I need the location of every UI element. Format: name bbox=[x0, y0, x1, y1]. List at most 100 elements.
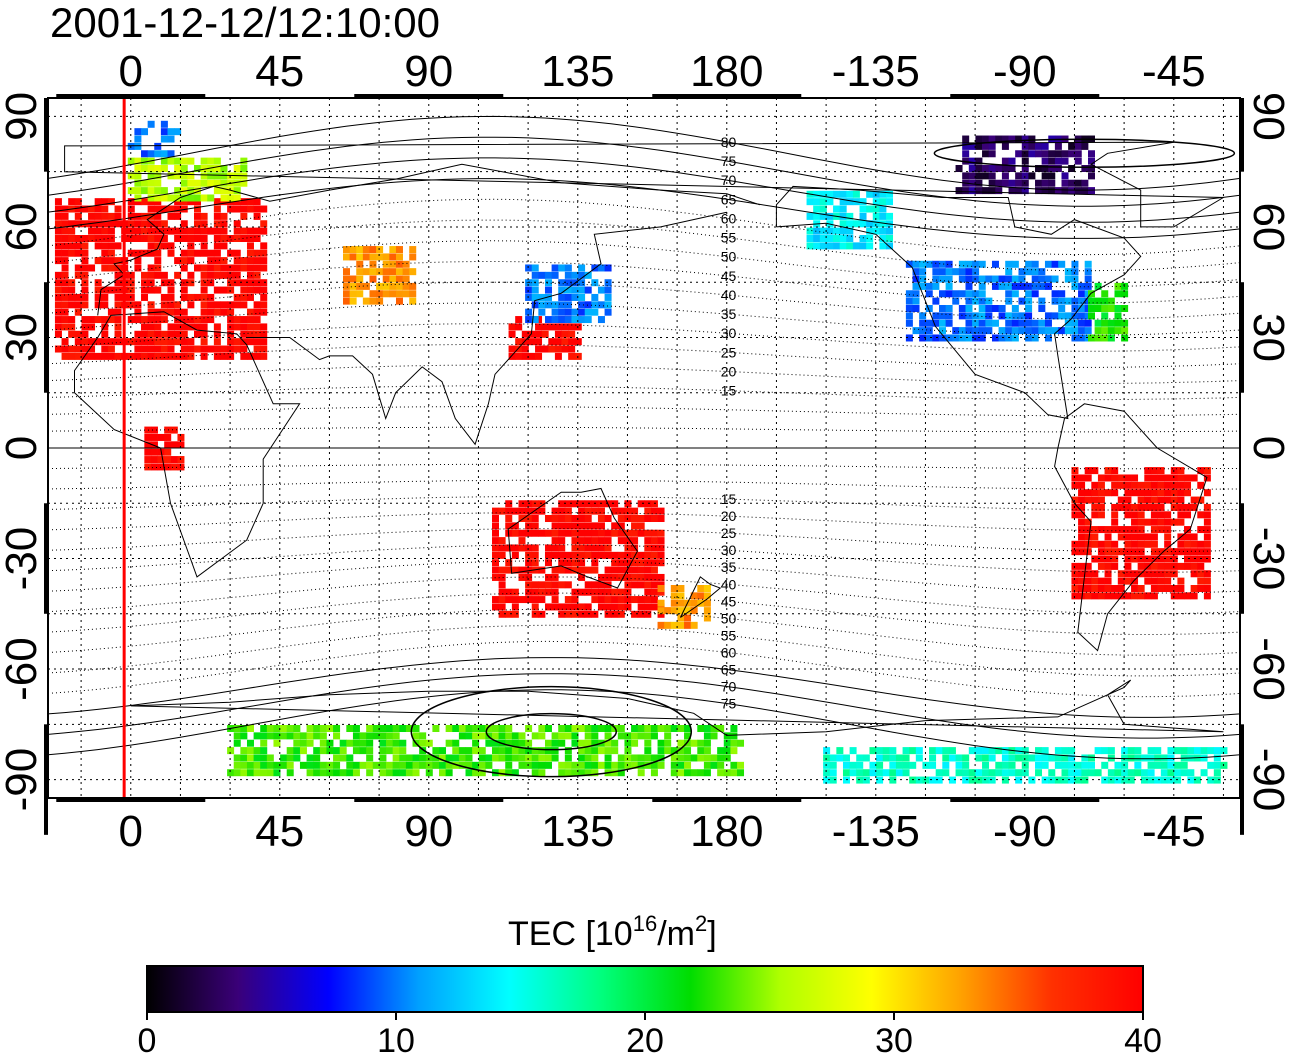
tec-cell bbox=[823, 769, 831, 777]
tec-cell bbox=[260, 257, 268, 265]
tec-cell bbox=[544, 761, 552, 769]
tec-cell bbox=[369, 246, 377, 254]
tec-cell bbox=[207, 172, 215, 180]
tec-cell bbox=[998, 282, 1006, 290]
tec-cell bbox=[518, 537, 526, 545]
tec-cell bbox=[1164, 533, 1172, 541]
tec-cell bbox=[544, 588, 552, 596]
tec-cell bbox=[650, 551, 658, 559]
tec-cell bbox=[624, 754, 632, 762]
tec-cell bbox=[114, 293, 122, 301]
tec-cell bbox=[644, 515, 652, 522]
tec-cell bbox=[1140, 754, 1148, 762]
tec-cell bbox=[505, 761, 513, 769]
tec-cell bbox=[617, 588, 625, 596]
tec-cell bbox=[564, 271, 572, 279]
tec-cell bbox=[962, 142, 970, 150]
tec-cell bbox=[564, 754, 572, 762]
tec-cell bbox=[912, 282, 920, 290]
tec-cell bbox=[819, 227, 827, 235]
tec-cell bbox=[369, 268, 377, 276]
tec-cell bbox=[889, 769, 897, 777]
tec-cell bbox=[1203, 533, 1211, 541]
tec-cell bbox=[1124, 555, 1132, 563]
tec-cell bbox=[644, 507, 652, 515]
tec-cell bbox=[220, 242, 228, 250]
tec-cell bbox=[280, 725, 288, 732]
tec-cell bbox=[1104, 570, 1112, 578]
tec-cell bbox=[1184, 503, 1192, 511]
tec-cell bbox=[988, 150, 996, 158]
tec-cell bbox=[1203, 592, 1211, 600]
tec-cell bbox=[541, 345, 549, 353]
tec-cell bbox=[723, 769, 731, 777]
tec-cell bbox=[995, 761, 1003, 769]
tec-cell bbox=[1137, 585, 1145, 592]
tec-cell bbox=[644, 551, 652, 559]
tec-cell bbox=[710, 754, 718, 762]
tec-cell bbox=[379, 769, 387, 777]
tec-cell bbox=[584, 551, 592, 559]
tec-cell bbox=[1041, 747, 1049, 755]
tec-cell bbox=[684, 607, 692, 615]
tec-cell bbox=[1018, 319, 1026, 327]
tec-cell bbox=[61, 352, 69, 360]
tec-cell bbox=[1164, 555, 1172, 563]
tec-cell bbox=[1137, 562, 1145, 570]
colorbar-tick-label: 0 bbox=[138, 1022, 157, 1057]
tec-cell bbox=[631, 566, 639, 574]
tec-cell bbox=[154, 194, 162, 202]
tec-cell bbox=[213, 165, 221, 172]
tec-cell bbox=[1124, 474, 1132, 482]
tec-cell bbox=[657, 739, 665, 747]
tec-cell bbox=[253, 345, 261, 353]
tec-cell bbox=[134, 257, 142, 265]
tec-cell bbox=[200, 271, 208, 279]
tec-cell bbox=[806, 198, 814, 206]
tec-cell bbox=[1071, 268, 1079, 276]
tec-cell bbox=[1081, 179, 1089, 187]
tec-cell bbox=[187, 179, 195, 187]
tec-cell bbox=[925, 290, 933, 298]
tec-cell bbox=[637, 529, 645, 537]
tec-cell bbox=[114, 352, 122, 360]
tec-cell bbox=[650, 537, 658, 545]
tec-cell bbox=[54, 227, 62, 235]
tec-cell bbox=[528, 330, 536, 338]
tec-cell bbox=[829, 754, 837, 762]
tec-cell bbox=[187, 345, 195, 353]
tec-cell bbox=[505, 588, 513, 596]
tec-cell bbox=[819, 190, 827, 198]
tec-cell bbox=[531, 769, 539, 777]
tec-cell bbox=[1015, 135, 1023, 143]
tec-cell bbox=[1114, 305, 1122, 312]
tec-cell bbox=[101, 323, 109, 331]
mag-contour bbox=[48, 512, 1240, 532]
tec-cell bbox=[253, 279, 261, 287]
tec-cell bbox=[1025, 297, 1033, 305]
tec-cell bbox=[1124, 577, 1132, 585]
tec-cell bbox=[147, 242, 155, 250]
tec-cell bbox=[578, 551, 586, 559]
tec-cell bbox=[81, 271, 89, 279]
tec-cell bbox=[200, 172, 208, 180]
tec-cell bbox=[515, 345, 523, 353]
tec-cell bbox=[932, 297, 940, 305]
tec-cell bbox=[505, 725, 513, 732]
tec-cell bbox=[194, 227, 201, 235]
tec-cell bbox=[670, 585, 678, 592]
tec-cell bbox=[346, 769, 354, 777]
tec-cell bbox=[544, 529, 552, 537]
tec-cell bbox=[684, 747, 692, 755]
tec-cell bbox=[578, 566, 586, 574]
tec-cell bbox=[568, 345, 576, 353]
tec-cell bbox=[498, 725, 506, 732]
tec-cell bbox=[690, 607, 698, 615]
mag-contour bbox=[48, 364, 1240, 384]
tec-cell bbox=[617, 522, 625, 530]
tec-cell bbox=[147, 172, 155, 180]
tec-cell bbox=[395, 275, 403, 283]
tec-cell bbox=[134, 330, 142, 338]
tec-cell bbox=[872, 205, 880, 213]
colorbar-tick-label: 30 bbox=[875, 1022, 913, 1057]
